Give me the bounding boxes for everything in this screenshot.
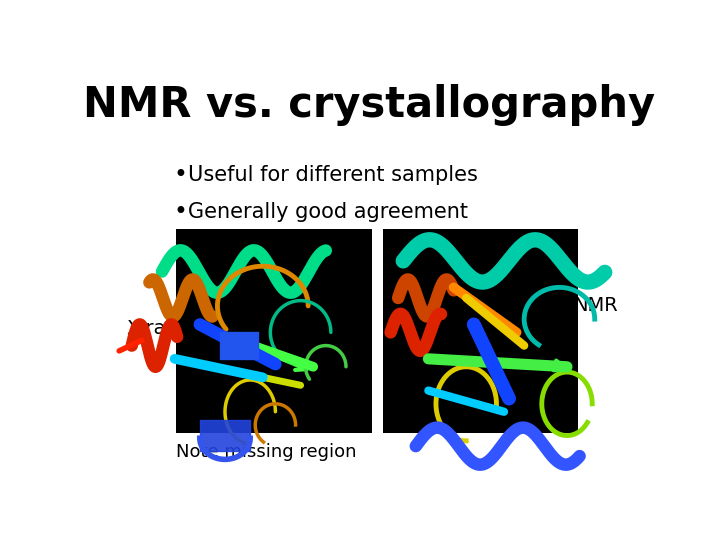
Text: X-ray: X-ray	[126, 319, 177, 339]
FancyBboxPatch shape	[383, 229, 578, 433]
Text: •: •	[174, 163, 188, 187]
Text: NMR: NMR	[572, 296, 618, 315]
FancyBboxPatch shape	[176, 229, 372, 433]
Text: thioredoxin:: thioredoxin:	[243, 240, 374, 260]
Text: Useful for different samples: Useful for different samples	[188, 165, 477, 185]
Text: Note missing region: Note missing region	[176, 443, 356, 461]
Text: E. coli: E. coli	[188, 240, 250, 260]
Text: NMR vs. crystallography: NMR vs. crystallography	[83, 84, 655, 125]
Text: •: •	[174, 238, 188, 262]
Text: Generally good agreement: Generally good agreement	[188, 202, 468, 222]
Text: •: •	[174, 200, 188, 225]
